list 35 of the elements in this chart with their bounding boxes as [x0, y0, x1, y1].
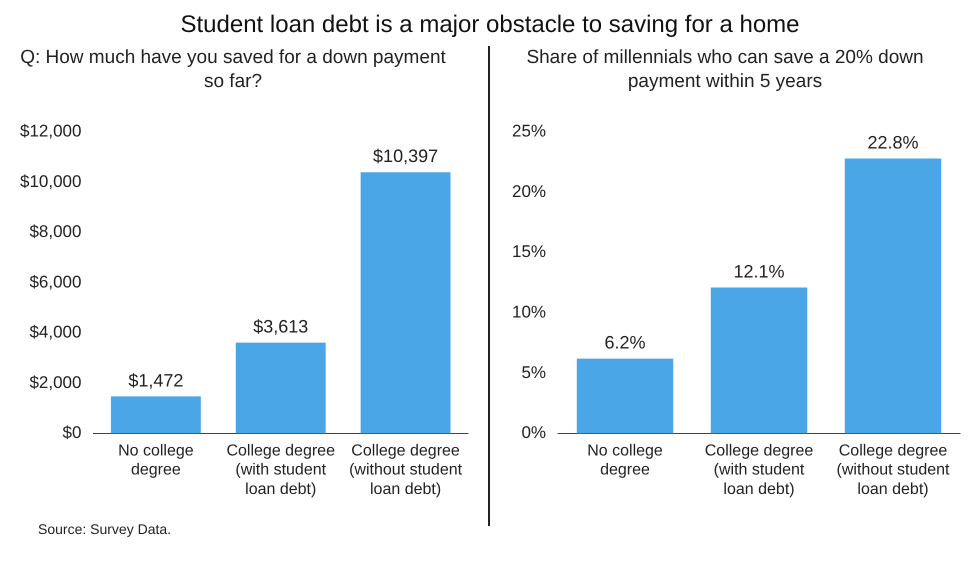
bar	[236, 342, 326, 434]
x-tick-label: College degree (without student loan debt)	[836, 442, 950, 498]
y-tick-label: $2,000	[29, 372, 82, 392]
y-tick-label: 20%	[512, 182, 546, 201]
y-tick-label: $8,000	[29, 222, 82, 242]
data-label: $3,613	[253, 316, 308, 337]
y-tick-label: $10,000	[20, 172, 82, 191]
bar	[844, 158, 942, 434]
x-tick-label: No college degree	[587, 442, 663, 479]
y-tick-label: $4,000	[29, 322, 82, 342]
bar	[710, 288, 808, 434]
y-tick-label: 10%	[512, 302, 546, 322]
y-tick-label: 0%	[521, 423, 546, 442]
data-label: 6.2%	[604, 332, 646, 353]
data-label: 22.8%	[867, 132, 919, 152]
y-tick-label: 15%	[512, 242, 546, 262]
chart-subtitle: Q: How much have you saved for a down payment so far?	[19, 46, 447, 94]
source-note: Source: Survey Data.	[38, 521, 172, 537]
chart-title: Student loan debt is a major obstacle to saving for a home	[179, 10, 801, 40]
data-label: $1,472	[128, 370, 184, 390]
bar	[110, 396, 201, 434]
y-tick-label: $6,000	[29, 272, 82, 292]
y-tick-label: $12,000	[20, 122, 82, 141]
data-label: 12.1%	[733, 261, 785, 282]
x-tick-label: College degree (with student loan debt)	[704, 442, 814, 498]
x-tick-label: College degree (without student loan debt)	[349, 442, 463, 498]
y-tick-label: 5%	[521, 362, 546, 382]
bar	[576, 358, 674, 434]
y-tick-label: 25%	[512, 122, 546, 141]
y-tick-label: $0	[62, 423, 82, 442]
x-tick-label: College degree (with student loan debt)	[226, 442, 336, 498]
bar	[360, 172, 451, 434]
x-tick-label: No college degree	[118, 442, 194, 479]
chart-title: Share of millennials who can save a 20% down payment within 5 years	[525, 46, 925, 94]
data-label: $10,397	[373, 146, 438, 166]
